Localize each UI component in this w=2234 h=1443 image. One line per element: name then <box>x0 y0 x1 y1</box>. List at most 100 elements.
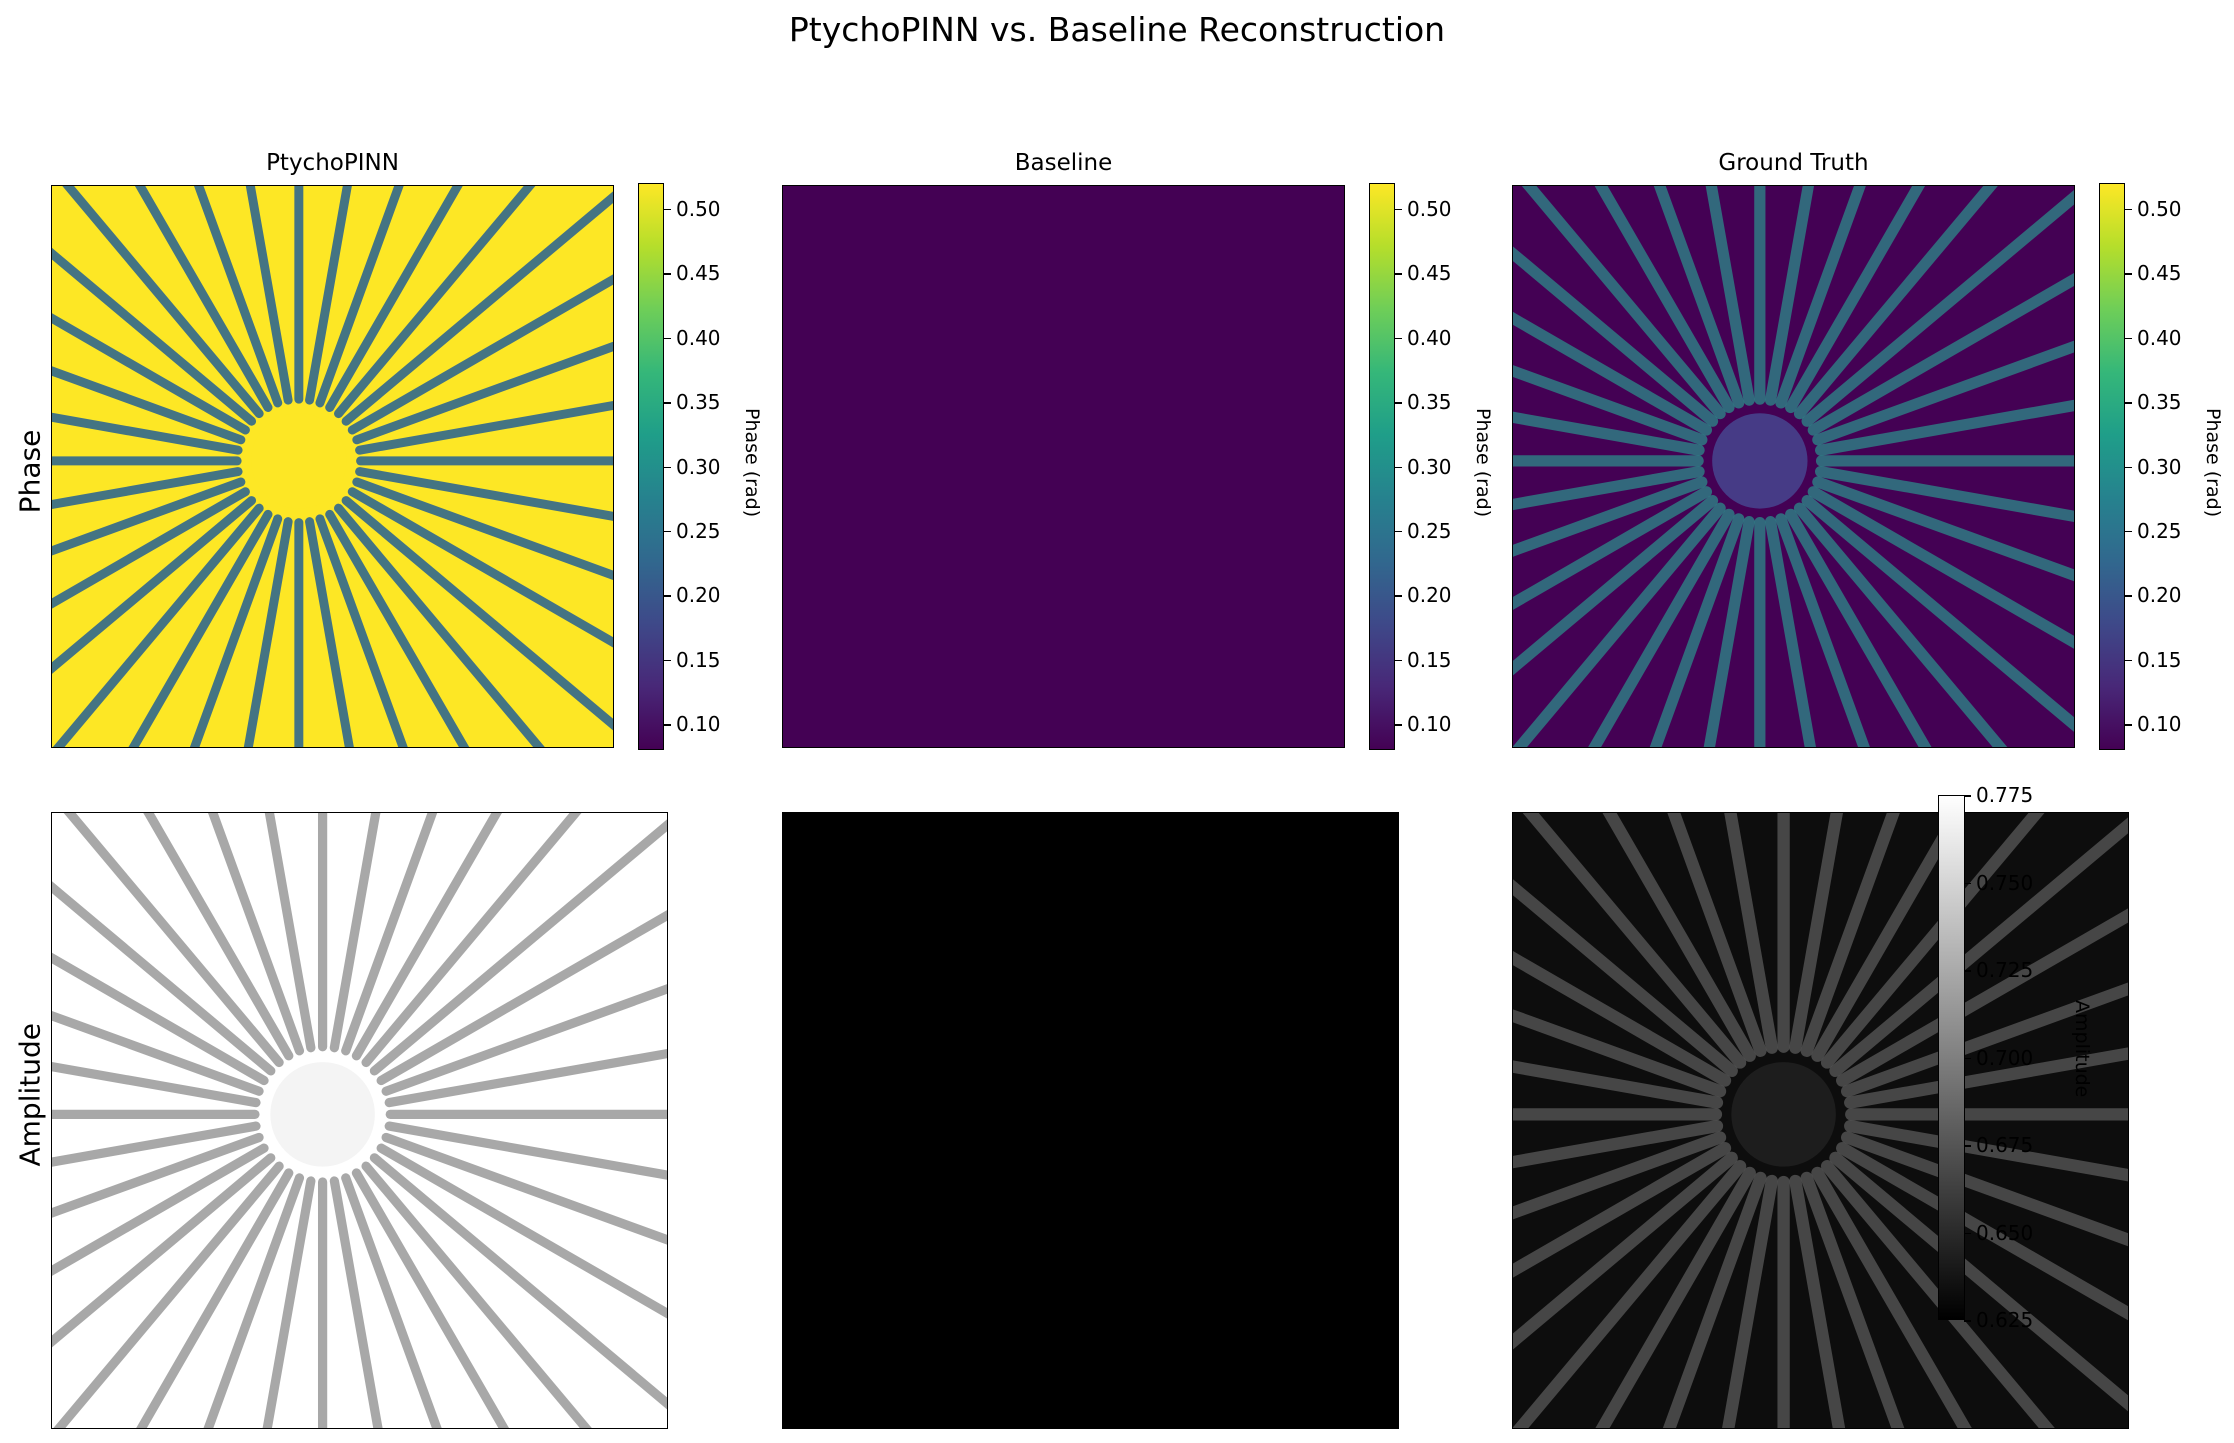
column-title-ptychopinn: PtychoPINN <box>266 150 399 176</box>
phase-ptychopinn-spoke <box>52 247 257 426</box>
amplitude-ptychopinn-spoke <box>136 1168 294 1428</box>
phase-ground-truth-spoke <box>1513 502 1726 747</box>
phase-colorbar-tick-label: 0.45 <box>676 261 721 286</box>
phase-colorbar-label-2: Phase (rad) <box>1472 408 1494 518</box>
phase-ptychopinn-spoke <box>347 487 613 648</box>
amplitude-colorbar-tick-mark <box>1964 1145 1971 1147</box>
phase-ptychopinn-spoke <box>52 496 257 674</box>
column-title-ground-truth: Ground Truth <box>1718 150 1869 176</box>
amplitude-ptychopinn-spoke <box>143 813 294 1061</box>
phase-colorbar-tick-mark <box>1395 466 1402 468</box>
phase-ground-truth-spoke <box>1513 311 1713 436</box>
phase-ptychopinn-spoke <box>341 496 613 731</box>
phase-ground-truth-spoke <box>1764 516 1816 747</box>
phase-colorbar-label-3: Phase (rad) <box>2202 408 2224 518</box>
amplitude-ptychopinn-spoke <box>369 1153 667 1410</box>
phase-ptychopinn-spoke <box>347 274 613 435</box>
phase-colorbar-tick-mark <box>664 724 671 726</box>
phase-ground-truth-spoke <box>1807 486 2074 649</box>
amplitude-ground-truth-spoke <box>1513 1142 1732 1278</box>
phase-ground-truth-center <box>1712 413 1808 509</box>
phase-colorbar-tick-label: 0.50 <box>676 196 721 221</box>
amplitude-ground-truth-spoke <box>1800 1171 1905 1428</box>
phase-colorbar-tick-mark <box>2125 466 2132 468</box>
phase-ptychopinn-image <box>52 186 613 747</box>
phase-ground-truth-spoke <box>1705 186 1755 406</box>
phase-ptychopinn-spoke <box>305 186 352 405</box>
amplitude-ground-truth-spoke <box>1841 1131 2128 1247</box>
amplitude-baseline-panel <box>782 812 1399 1429</box>
amplitude-ground-truth-spoke <box>1844 1119 2128 1182</box>
figure-title: PtychoPINN vs. Baseline Reconstruction <box>788 10 1446 49</box>
amplitude-ground-truth-spoke <box>1513 1151 1738 1350</box>
phase-colorbar-tick-label: 0.35 <box>676 390 721 415</box>
amplitude-ptychopinn-spoke <box>361 1161 592 1428</box>
amplitude-ptychopinn-spoke <box>208 813 305 1056</box>
phase-colorbar-tick-label: 0.30 <box>2137 454 2182 479</box>
amplitude-ground-truth-spoke <box>1836 908 2128 1087</box>
amplitude-ptychopinn-spoke <box>341 1173 442 1428</box>
phase-ptychopinn-spoke <box>52 467 243 509</box>
amplitude-colorbar-tick-label: 0.625 <box>1976 1308 2034 1332</box>
phase-colorbar-tick-mark <box>664 273 671 275</box>
amplitude-colorbar-tick-mark <box>1964 882 1971 884</box>
amplitude-colorbar-tick-label: 0.650 <box>1976 1220 2034 1245</box>
phase-ptychopinn-panel <box>51 185 614 748</box>
amplitude-ptychopinn-spoke <box>381 1132 667 1245</box>
amplitude-ptychopinn-spoke <box>52 1132 264 1218</box>
amplitude-ptychopinn-spoke <box>264 813 316 1053</box>
amplitude-ptychopinn-spoke <box>52 1153 276 1348</box>
phase-colorbar-tick-label: 0.50 <box>1407 196 1452 221</box>
phase-ptychopinn-spoke <box>52 477 246 556</box>
amplitude-ptychopinn-center <box>270 1062 375 1167</box>
phase-colorbar-3 <box>2099 183 2125 750</box>
phase-ptychopinn-spoke <box>315 186 404 408</box>
phase-ground-truth-spoke <box>1807 273 2074 436</box>
phase-colorbar-tick-label: 0.40 <box>676 325 721 350</box>
phase-colorbar-tick-label: 0.45 <box>1407 261 1452 286</box>
phase-ptychopinn-center <box>251 413 347 509</box>
amplitude-ground-truth-spoke <box>1800 813 1900 1057</box>
amplitude-colorbar-tick-label: 0.750 <box>1976 870 2034 895</box>
phase-colorbar-tick-mark <box>1395 595 1402 597</box>
phase-ground-truth-spoke <box>1649 513 1745 747</box>
phase-ptychopinn-spoke <box>52 412 243 455</box>
phase-ptychopinn-spoke <box>52 366 246 445</box>
amplitude-ground-truth-spoke <box>1844 1047 2128 1109</box>
phase-colorbar-tick-mark <box>664 466 671 468</box>
phase-ptychopinn-spoke <box>355 400 613 455</box>
amplitude-ground-truth-spoke <box>1662 1171 1767 1428</box>
amplitude-ground-truth-spoke <box>1595 1166 1756 1428</box>
phase-colorbar-tick-mark <box>1395 208 1402 211</box>
amplitude-ptychopinn-spoke <box>52 1061 261 1108</box>
amplitude-ground-truth-spoke <box>1820 1160 2055 1428</box>
phase-colorbar-tick-mark <box>2125 208 2132 211</box>
phase-colorbar-tick-label: 0.20 <box>2137 583 2182 608</box>
phase-ground-truth-spoke <box>1588 508 1735 747</box>
phase-colorbar-tick-label: 0.25 <box>2137 518 2182 543</box>
amplitude-colorbar-tick-mark <box>1964 795 1971 797</box>
amplitude-ptychopinn-spoke <box>376 910 667 1086</box>
phase-ground-truth-spoke <box>1513 365 1708 446</box>
amplitude-ground-truth-spoke <box>1829 1151 2128 1412</box>
amplitude-colorbar-tick-label: 0.675 <box>1976 1133 2034 1157</box>
phase-ground-truth-spoke <box>1513 486 1713 610</box>
amplitude-ptychopinn-spoke <box>369 819 667 1076</box>
phase-colorbar-tick-mark <box>1395 724 1402 726</box>
amplitude-ptychopinn-spoke <box>329 813 381 1053</box>
phase-colorbar-1 <box>638 183 664 750</box>
phase-colorbar-tick-label: 0.45 <box>2137 261 2182 286</box>
amplitude-ground-truth-spoke <box>1513 1060 1724 1109</box>
phase-ground-truth-spoke <box>1703 516 1755 747</box>
amplitude-ground-truth-spoke <box>1811 1166 1972 1428</box>
phase-colorbar-tick-mark <box>2125 273 2132 275</box>
amplitude-ptychopinn-spoke <box>52 881 276 1076</box>
phase-ground-truth-spoke <box>1785 508 1932 747</box>
amplitude-colorbar <box>1938 795 1965 1320</box>
amplitude-ground-truth-spoke <box>1602 813 1756 1062</box>
phase-ptychopinn-spoke <box>62 186 264 419</box>
amplitude-ptychopinn-spoke <box>381 984 667 1096</box>
phase-colorbar-tick-mark <box>2125 595 2132 597</box>
phase-colorbar-tick-mark <box>664 337 671 340</box>
phase-ground-truth-spoke <box>1793 186 1998 420</box>
